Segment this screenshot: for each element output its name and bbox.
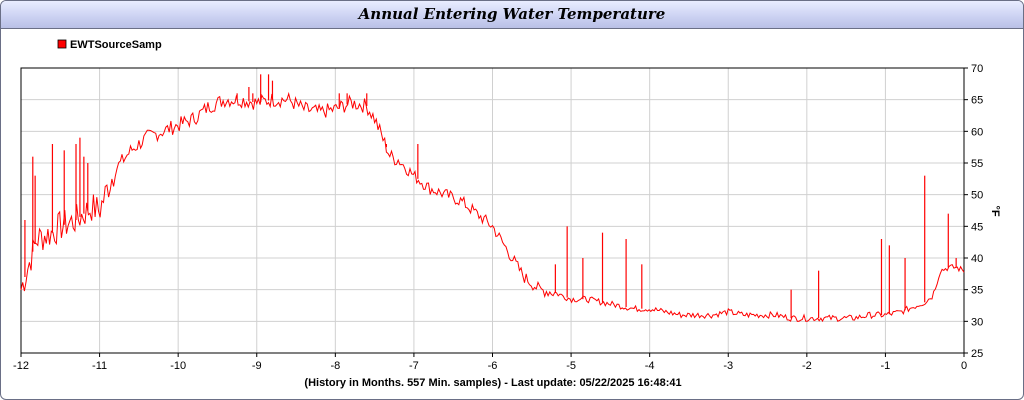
x-tick-label: -8 [330,360,340,372]
y-tick-label: 55 [971,158,983,170]
x-tick-label: -5 [566,360,576,372]
legend: EWTSourceSamp [57,39,162,51]
x-tick-label: -1 [881,360,891,372]
legend-label: EWTSourceSamp [70,39,162,51]
y-tick-label: 70 [971,63,983,75]
y-tick-label: 35 [971,285,983,297]
y-axis-unit: °F [989,205,1001,216]
x-tick-label: -9 [252,360,262,372]
x-tick-label: -7 [409,360,419,372]
y-tick-label: 40 [971,253,983,265]
x-tick-label: -4 [645,360,655,372]
y-tick-label: 30 [971,316,983,328]
chart-title: Annual Entering Water Temperature [358,5,666,23]
x-tick-label: 0 [961,360,967,372]
x-axis-label: (History in Months. 557 Min. samples) - … [304,377,681,389]
y-axis: 25 30 35 40 45 50 55 60 65 70 [964,63,983,360]
y-tick-label: 60 [971,126,983,138]
series-spikes [24,74,957,319]
x-tick-label: -3 [723,360,733,372]
x-axis: -12 -11 -10 -9 -8 -7 -6 -5 -4 -3 -2 -1 0 [13,353,967,372]
x-tick-label: -2 [802,360,812,372]
y-tick-label: 65 [971,95,983,107]
y-tick-label: 45 [971,221,983,233]
y-tick-label: 25 [971,348,983,360]
grid-lines [20,67,965,354]
y-tick-label: 50 [971,190,983,202]
x-tick-label: -6 [488,360,498,372]
x-tick-label: -11 [92,360,107,372]
x-tick-label: -10 [170,360,186,372]
legend-swatch [57,39,67,49]
chart-title-bar: Annual Entering Water Temperature [1,1,1023,29]
series-line-ewtsourcesamp [20,91,965,323]
x-tick-label: -12 [13,360,29,372]
